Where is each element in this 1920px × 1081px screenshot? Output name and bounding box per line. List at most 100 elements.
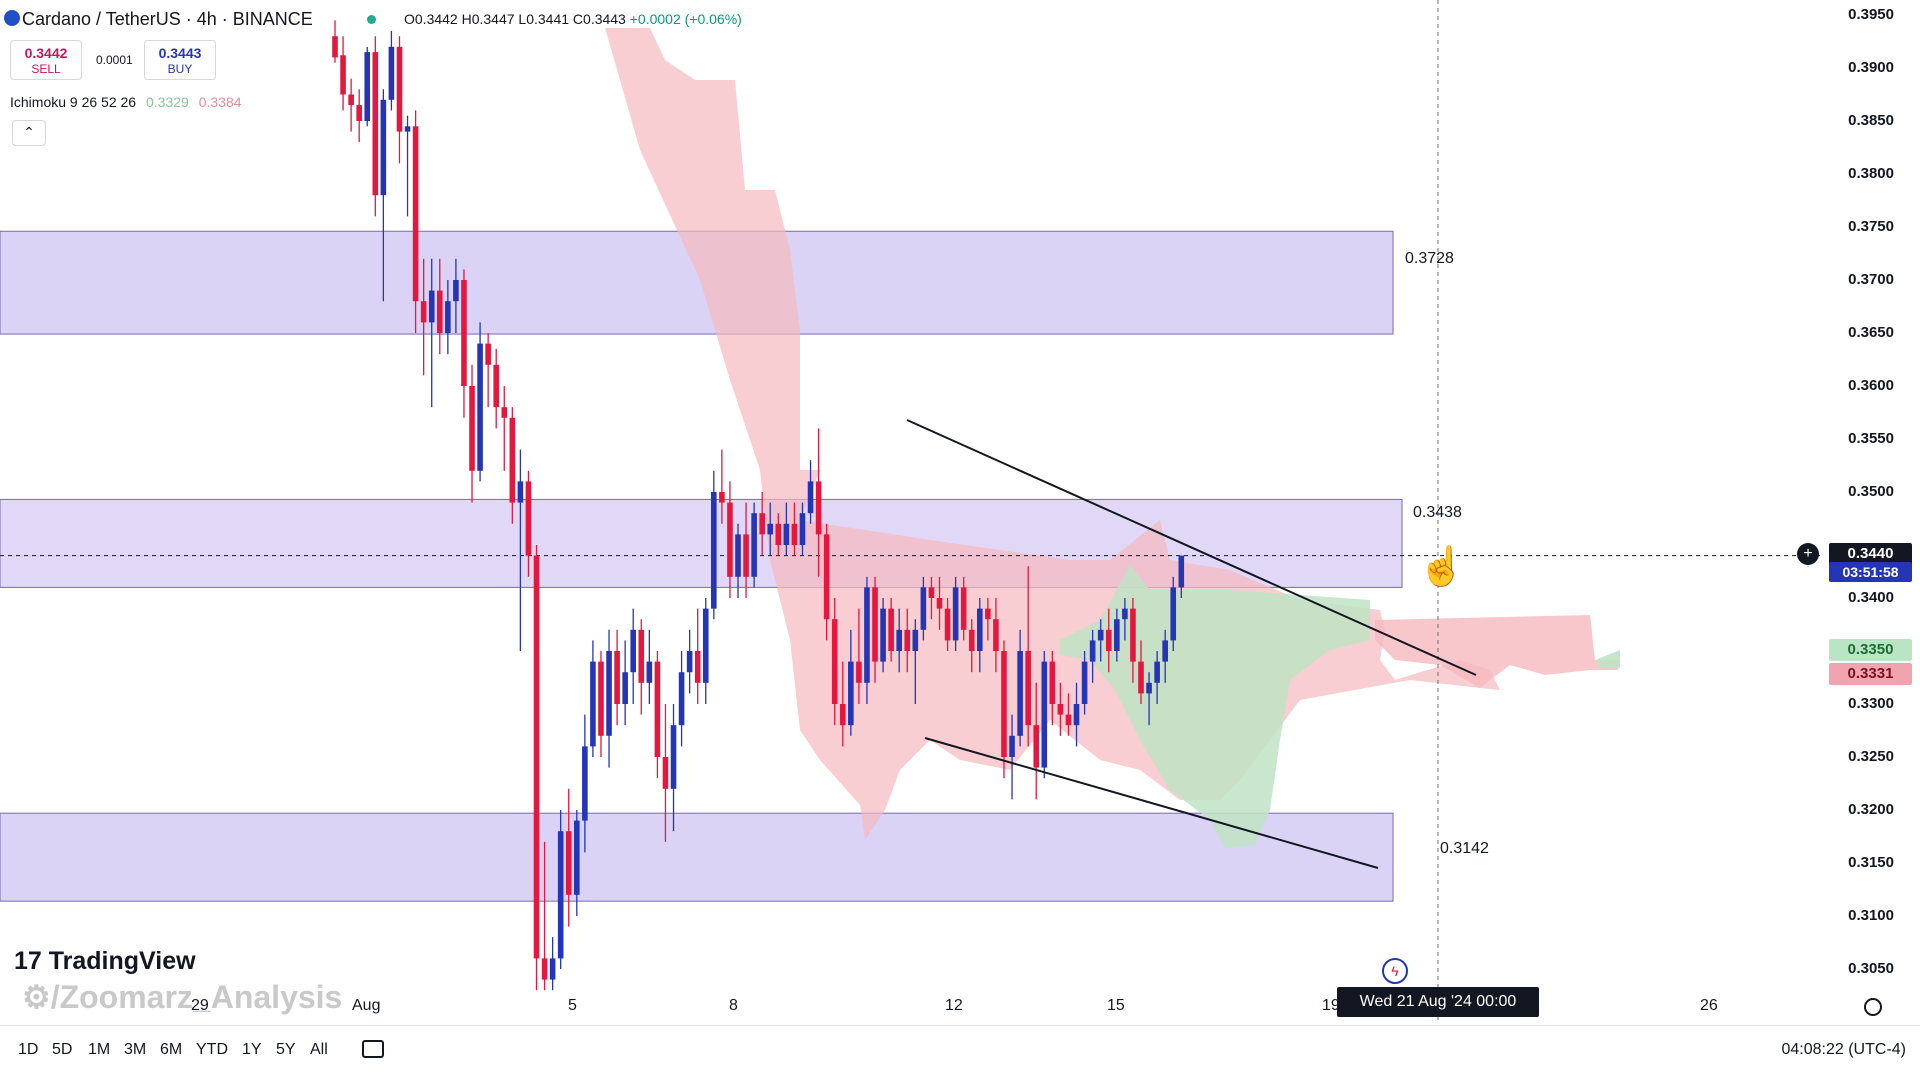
future-bear-cloud	[1375, 615, 1620, 688]
candle-body	[1154, 661, 1160, 683]
price-tick: 0.3900	[1848, 59, 1894, 76]
buy-price: 0.3443	[158, 45, 202, 61]
watermark: ⚙/Zoomarz_Analysis	[22, 978, 342, 1016]
price-change: +0.0002 (+0.06%)	[629, 11, 742, 27]
candle-body	[694, 651, 701, 683]
candle-body	[412, 126, 419, 302]
candle-body	[799, 513, 806, 545]
price-tick: 0.3700	[1848, 271, 1894, 288]
time-tick: 5	[568, 997, 577, 1014]
indicator-legend[interactable]: Ichimoku 9 26 52 26 0.3329 0.3384	[10, 94, 242, 110]
candle-body	[678, 672, 685, 726]
time-tick: 8	[729, 997, 738, 1014]
candle-body	[880, 608, 886, 662]
candle-body	[517, 481, 524, 503]
range-button-6m[interactable]: 6M	[160, 1041, 183, 1058]
candle-body	[1081, 661, 1088, 704]
add-alert-icon[interactable]: +	[1797, 543, 1819, 565]
range-button-3m[interactable]: 3M	[124, 1041, 147, 1058]
candle-body	[420, 301, 427, 323]
candle-body	[856, 661, 862, 683]
candle-body	[711, 492, 717, 609]
current-price-tag: 0.3440	[1829, 543, 1912, 565]
candle-body	[1041, 661, 1048, 768]
price-tick: 0.3800	[1848, 165, 1894, 182]
support-zone	[0, 812, 1394, 902]
candle-body	[541, 958, 548, 980]
range-button-ytd[interactable]: YTD	[196, 1041, 228, 1058]
candle-body	[1073, 704, 1080, 726]
candle-body	[1162, 640, 1168, 662]
indicator-value-2: 0.3384	[198, 94, 242, 110]
buy-button[interactable]: 0.3443 BUY	[144, 40, 216, 80]
candle-body	[1001, 651, 1007, 757]
range-button-1d[interactable]: 1D	[18, 1041, 39, 1058]
hand-cursor-icon: ☝	[1418, 546, 1466, 588]
candle-body	[936, 598, 943, 609]
watermark-text: /Zoomarz_Analysis	[50, 979, 343, 1015]
tradingview-logo: 17 TradingView	[14, 947, 196, 976]
candle-body	[904, 629, 911, 651]
candle-body	[670, 725, 677, 789]
candle-body	[590, 661, 596, 747]
range-button-all[interactable]: All	[310, 1041, 328, 1058]
candle-body	[557, 831, 564, 959]
candle-body	[1065, 714, 1072, 726]
candle-body	[404, 126, 411, 132]
calendar-icon[interactable]	[362, 1040, 384, 1058]
candle-body	[396, 46, 403, 132]
candle-body	[340, 55, 346, 95]
symbol-logo-icon	[4, 10, 20, 26]
candles-layer	[332, 20, 1185, 991]
range-button-5d[interactable]: 5D	[52, 1041, 73, 1058]
candle-body	[1097, 629, 1104, 641]
candle-body	[453, 280, 459, 302]
symbol-title[interactable]: Cardano / TetherUS · 4h · BINANCE	[22, 9, 313, 29]
candle-body	[380, 99, 387, 196]
buy-label: BUY	[167, 62, 193, 76]
candle-body	[445, 301, 451, 333]
lightning-icon[interactable]: ϟ	[1382, 958, 1408, 984]
candle-body	[928, 587, 935, 598]
time-tick: 29	[191, 997, 209, 1014]
ohlc-readout: O0.3442 H0.3447 L0.3441 C0.3443 +0.0002 …	[404, 11, 742, 27]
range-button-5y[interactable]: 5Y	[276, 1041, 296, 1058]
candle-body	[977, 608, 983, 651]
candle-body	[364, 52, 371, 121]
candle-body	[501, 407, 508, 418]
candle-body	[872, 587, 878, 662]
chevron-up-icon[interactable]: ⌃	[12, 120, 46, 146]
candle-body	[654, 661, 661, 757]
time-tick: 12	[945, 997, 963, 1014]
clock[interactable]: 04:08:22 (UTC-4)	[1781, 1041, 1907, 1058]
candle-body	[388, 46, 395, 100]
candle-body	[582, 746, 588, 821]
sell-button[interactable]: 0.3442 SELL	[10, 40, 82, 80]
candle-body	[348, 94, 354, 106]
candle-body	[735, 534, 741, 577]
crosshair-lines	[0, 0, 1820, 1020]
range-button-1y[interactable]: 1Y	[242, 1041, 262, 1058]
lower-zone-label: 0.3142	[1440, 840, 1489, 857]
range-button-1m[interactable]: 1M	[88, 1041, 111, 1058]
candle-body	[574, 820, 580, 895]
bottom-toolbar	[0, 1025, 1920, 1081]
time-tick: 19	[1322, 997, 1340, 1014]
price-tick: 0.3100	[1848, 907, 1894, 924]
candle-body	[1122, 608, 1128, 620]
price-tick: 0.3600	[1848, 377, 1894, 394]
crosshair-date-label: Wed 21 Aug '24 00:00	[1337, 987, 1539, 1017]
candle-body	[960, 587, 967, 630]
candle-body	[888, 608, 894, 651]
candle-body	[1170, 587, 1177, 641]
indicator-name: Ichimoku 9 26 52 26	[10, 94, 137, 110]
price-tick: 0.3400	[1848, 589, 1894, 606]
price-tick: 0.3500	[1848, 483, 1894, 500]
price-tick: 0.3150	[1848, 854, 1894, 871]
candle-body	[606, 651, 612, 736]
senkou-b-tag: 0.3331	[1829, 663, 1912, 685]
candle-body	[549, 958, 556, 980]
senkou-a-tag: 0.3350	[1829, 639, 1912, 661]
settings-icon[interactable]	[1864, 998, 1882, 1016]
